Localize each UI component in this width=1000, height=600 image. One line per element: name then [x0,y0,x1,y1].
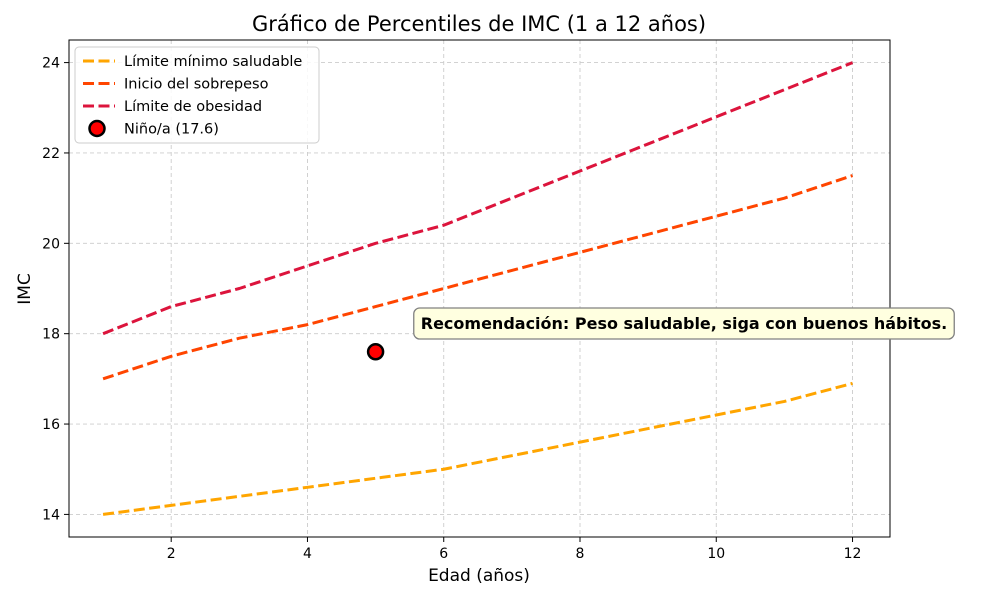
legend-label-1: Límite mínimo saludable [124,54,302,70]
recommendation-annotation: Recomendación: Peso saludable, siga con … [413,307,955,340]
y-tick-label: 20 [42,236,60,252]
x-tick-label: 8 [576,546,585,562]
y-tick-label: 16 [42,417,60,433]
y-tick-label: 24 [42,56,60,72]
y-tick-label: 18 [42,327,60,343]
legend-label-point: Niño/a (17.6) [124,122,219,138]
x-tick-label: 10 [707,546,725,562]
x-tick-label: 2 [167,546,176,562]
y-axis-ticks: 14 16 18 20 22 24 [42,56,69,523]
series-line-1 [102,381,853,516]
legend-label-3: Límite de obesidad [124,99,262,115]
x-axis-label: Edad (años) [428,566,530,586]
y-tick-label: 14 [42,507,60,523]
series-lines [102,61,854,516]
series-line-2 [102,174,854,381]
child-bmi-point [366,343,385,361]
legend: Límite mínimo saludable Inicio del sobrep… [74,46,320,144]
x-axis-ticks: 2 4 6 8 10 12 [167,537,862,562]
legend-label-2: Inicio del sobrepeso [124,77,269,93]
chart-title: Gráfico de Percentiles de IMC (1 a 12 añ… [252,12,706,36]
point-layer [366,343,385,361]
annotation-text: Recomendación: Peso saludable, siga con … [421,314,947,333]
legend-marker-point [88,119,106,138]
x-tick-label: 4 [303,546,312,562]
y-tick-label: 22 [42,146,60,162]
x-tick-label: 12 [844,546,862,562]
annotation-box [413,307,955,340]
plot-frame [68,39,891,538]
legend-box [74,46,320,144]
x-tick-label: 6 [439,546,448,562]
series-line-3 [102,61,854,336]
y-axis-label: IMC [15,273,35,305]
